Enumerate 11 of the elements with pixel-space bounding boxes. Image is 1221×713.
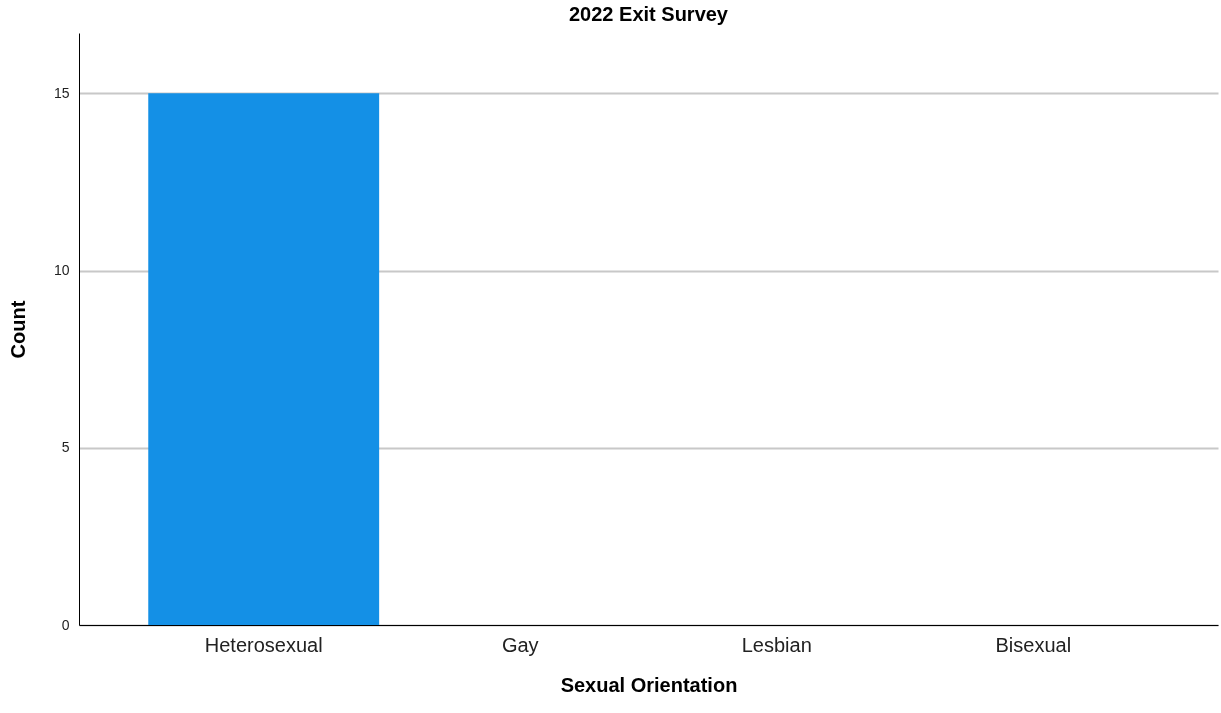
y-axis-title: Count [6, 300, 29, 359]
y-tick-label: 15 [53, 84, 70, 101]
y-tick-label: 10 [53, 262, 70, 279]
x-tick-label: Bisexual [995, 633, 1072, 656]
y-tick-label: 0 [61, 616, 70, 633]
chart-title: 2022 Exit Survey [569, 3, 729, 25]
y-tick-label: 5 [61, 439, 70, 456]
x-tick-label: Heterosexual [204, 633, 323, 656]
x-axis-title: Sexual Orientation [560, 673, 738, 696]
x-tick-label: Lesbian [741, 633, 812, 656]
x-tick-label: Gay [501, 633, 539, 656]
